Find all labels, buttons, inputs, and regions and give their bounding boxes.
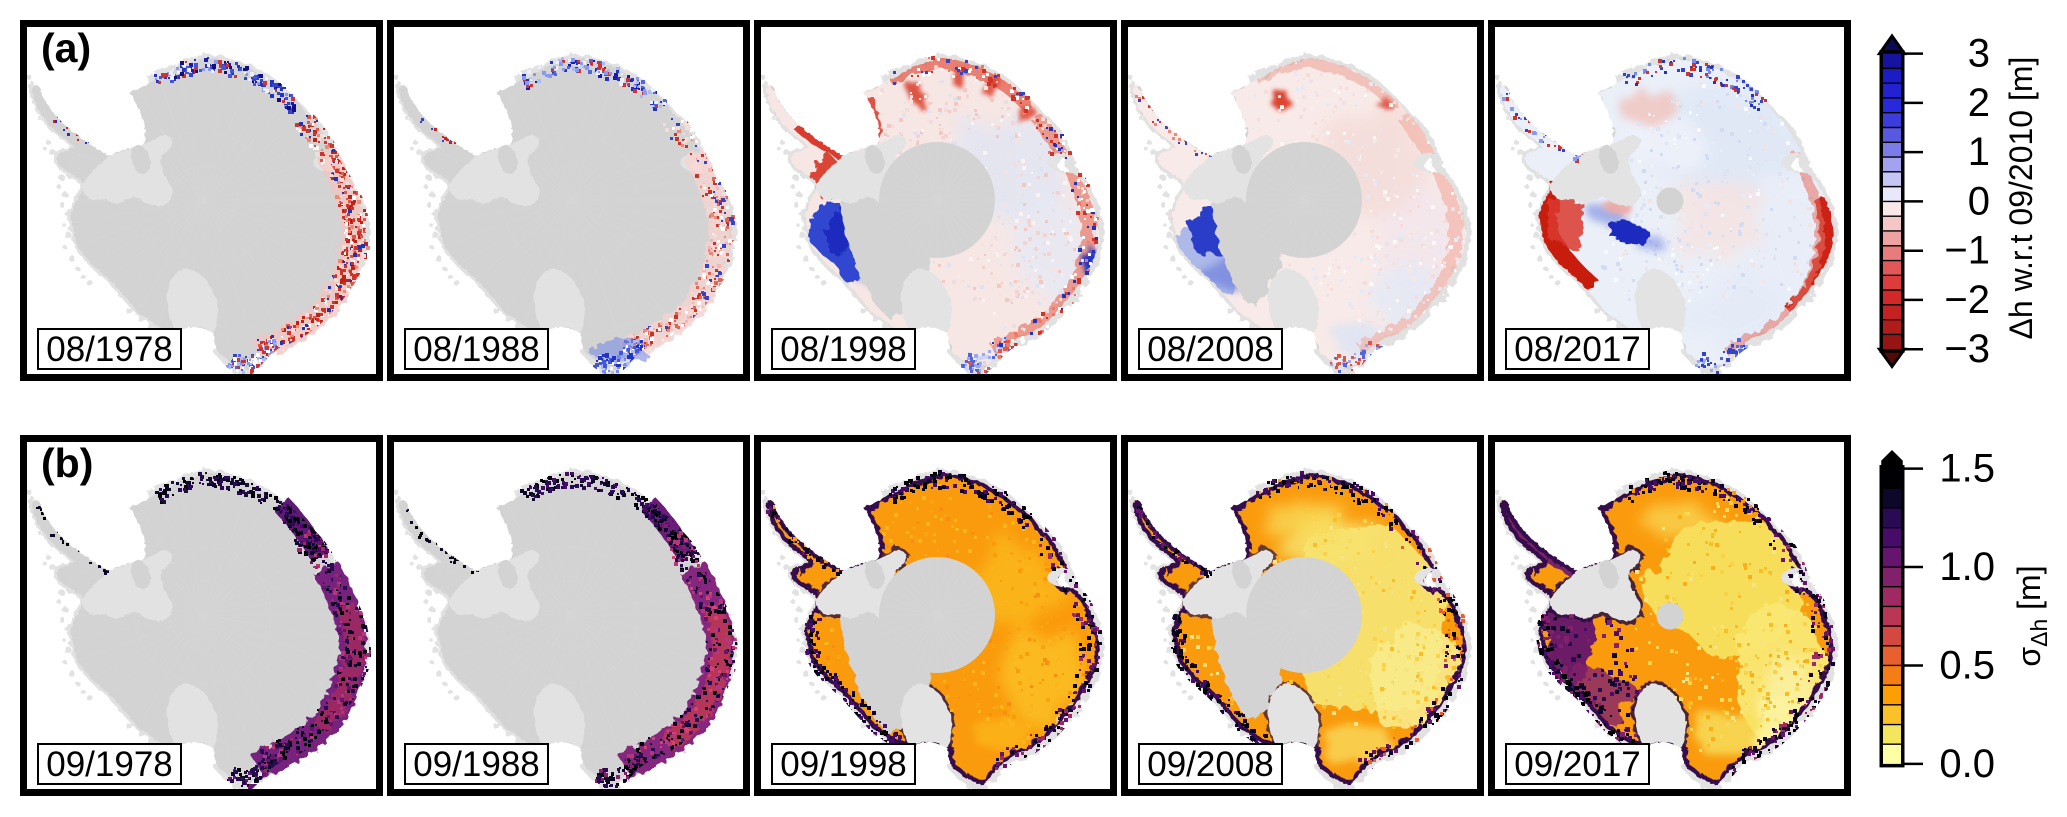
svg-text:0.0: 0.0: [1939, 742, 1995, 786]
svg-text:Δh w.r.t 09/2010 [m]: Δh w.r.t 09/2010 [m]: [2003, 57, 2039, 340]
svg-text:1: 1: [1968, 130, 1990, 174]
svg-text:0: 0: [1968, 179, 1990, 223]
svg-text:2: 2: [1968, 81, 1990, 125]
svg-text:σΔh [m]: σΔh [m]: [2011, 565, 2052, 666]
svg-text:0.5: 0.5: [1939, 644, 1995, 688]
svg-text:3: 3: [1968, 32, 1990, 76]
svg-text:1.0: 1.0: [1939, 545, 1995, 589]
svg-text:−1: −1: [1944, 229, 1990, 273]
svg-text:−2: −2: [1944, 278, 1990, 322]
svg-text:1.5: 1.5: [1939, 447, 1995, 491]
svg-text:−3: −3: [1944, 327, 1990, 371]
